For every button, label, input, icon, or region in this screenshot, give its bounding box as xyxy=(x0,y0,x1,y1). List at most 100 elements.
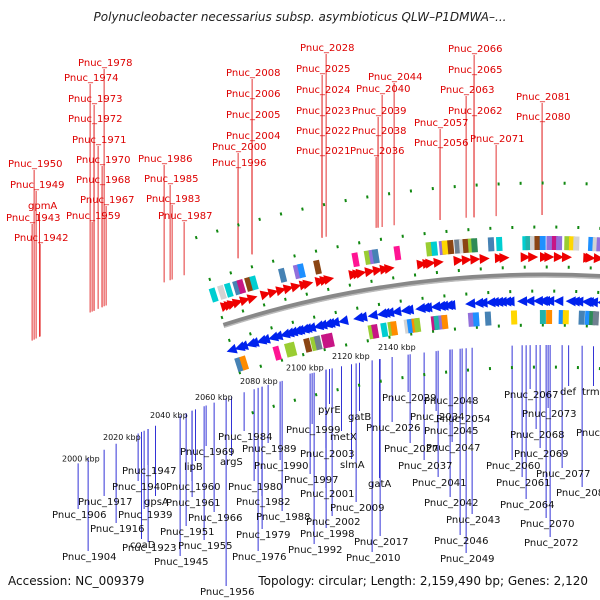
reverse-cog-block xyxy=(539,309,546,325)
map-title: Polynucleobacter necessarius subsp. asym… xyxy=(93,10,507,24)
forward-gene-arrow xyxy=(544,251,555,262)
reverse-gene-label: Pnuc_2067 xyxy=(504,390,558,401)
reverse-gene-label: Pnuc_1999 xyxy=(286,425,340,436)
reverse-gene-label: metX xyxy=(330,432,357,443)
reverse-cog-block xyxy=(313,335,323,351)
forward-gene-arrow xyxy=(238,296,250,307)
reverse-gene-label: Pnuc_2002 xyxy=(306,517,360,528)
forward-gene-label: Pnuc_1949 xyxy=(10,180,64,191)
reverse-gene-label: Pnuc_1969 xyxy=(180,447,234,458)
accession-text: Accession: NC_009379 xyxy=(8,574,145,588)
forward-cog-block xyxy=(277,267,288,283)
forward-gene-label: Pnuc_1970 xyxy=(76,155,130,166)
backbone xyxy=(222,272,600,329)
reverse-cog-block xyxy=(592,311,600,326)
forward-gene-arrow xyxy=(290,282,302,293)
forward-gene-label: Pnuc_2005 xyxy=(226,110,280,121)
forward-gene-arrow xyxy=(561,252,572,263)
reverse-gene-label: Pnuc_2048 xyxy=(424,396,478,407)
reverse-gene-label: Pnuc_1945 xyxy=(154,557,208,568)
gene-labels: Pnuc_1978 Pnuc_1974 Pnuc_1973 Pnuc_1972 Pnuc… xyxy=(6,43,600,598)
forward-cog-block xyxy=(223,282,234,298)
forward-gene-label: Pnuc_1974 xyxy=(64,73,118,84)
reverse-gene-label: Pnuc_2042 xyxy=(424,498,478,509)
forward-gene-arrow xyxy=(528,252,539,263)
forward-gene-label: Pnuc_2022 xyxy=(296,126,350,137)
reverse-gene-arrow xyxy=(294,324,306,335)
forward-gene-label: Pnuc_2044 xyxy=(368,72,422,83)
reverse-gene-arrow xyxy=(465,298,476,309)
forward-cog-block xyxy=(393,245,402,261)
forward-gene-label: Pnuc_2021 xyxy=(296,146,350,157)
forward-gene-label: Pnuc_2062 xyxy=(448,106,502,117)
forward-gene-arrow xyxy=(267,288,279,299)
reverse-gene-label: Pnuc_1988 xyxy=(256,512,310,523)
reverse-gene-arrow xyxy=(383,307,395,318)
reverse-gene-label: Pnuc_2034 xyxy=(410,412,464,423)
reverse-cog-block xyxy=(303,337,313,353)
reverse-gene-label: Pnuc_2003 xyxy=(300,449,354,460)
reverse-gene-label: Pnuc_1997 xyxy=(284,475,338,486)
forward-gene-label: Pnuc_1972 xyxy=(68,114,122,125)
forward-gene-arrow xyxy=(479,253,490,264)
reverse-gene-label: Pnuc_1955 xyxy=(178,541,232,552)
reverse-cog-block xyxy=(326,332,335,348)
reverse-gene-arrow xyxy=(477,297,488,308)
reverse-gene-label: Pnuc_1982 xyxy=(236,497,290,508)
forward-cog-block xyxy=(546,235,553,251)
reverse-gene-label: Pnuc_2049 xyxy=(440,554,494,565)
reverse-gene-arrow xyxy=(259,333,271,344)
forward-cog-block xyxy=(208,287,219,303)
reverse-gene-label: Pnuc_1906 xyxy=(52,510,106,521)
forward-gene-label: Pnuc_1942 xyxy=(14,233,68,244)
forward-cog-block xyxy=(564,236,571,251)
scale-tick-label: 2080 kbp xyxy=(240,377,278,386)
forward-gene-arrow xyxy=(259,290,271,301)
forward-gene-arrow xyxy=(425,258,436,269)
scale-tick-label: 2140 kbp xyxy=(378,343,416,352)
reverse-gene-arrow xyxy=(317,319,328,330)
reverse-gene-label: Pnuc_2041 xyxy=(412,478,466,489)
reverse-gene-label: gatA xyxy=(368,479,391,490)
reverse-gene-label: Pnuc_1961 xyxy=(166,498,220,509)
reverse-cog-block xyxy=(441,314,449,330)
reverse-gene-label: trmE xyxy=(582,387,600,398)
forward-gene-arrow xyxy=(433,257,444,268)
forward-gene-label: Pnuc_2023 xyxy=(296,106,350,117)
forward-cog-block xyxy=(556,236,563,251)
forward-gene-arrow xyxy=(323,275,335,285)
reverse-gene-arrow xyxy=(329,316,341,327)
forward-gene-label: Pnuc_2063 xyxy=(440,85,494,96)
scale-tick-label: 2120 kbp xyxy=(332,352,370,361)
forward-cog-block xyxy=(249,275,259,291)
reverse-cog-block xyxy=(288,341,298,357)
reverse-gene-arrow xyxy=(268,331,280,342)
forward-gene-arrow xyxy=(384,264,395,274)
reverse-gene-label: coaD xyxy=(130,540,156,551)
scale-tick-label: 2040 kbp xyxy=(150,411,188,420)
forward-cog-block xyxy=(539,235,546,251)
forward-cog-block xyxy=(371,248,380,264)
forward-gene-label: Pnuc_2066 xyxy=(448,44,502,55)
reverse-gene-arrow xyxy=(279,328,291,339)
reverse-cog-block xyxy=(578,310,585,325)
reverse-gene-arrow xyxy=(524,296,535,307)
reverse-gene-label: Pnuc_1979 xyxy=(236,530,290,541)
forward-gene-label: Pnuc_1986 xyxy=(138,154,192,165)
forward-cog-block xyxy=(441,240,449,255)
reverse-gene-arrow xyxy=(379,307,391,318)
forward-cog-block xyxy=(217,284,227,300)
forward-gene-arrow xyxy=(416,259,427,270)
reverse-cog-block xyxy=(390,321,399,336)
reverse-gene-label: Pnuc_1904 xyxy=(62,552,116,563)
reverse-gene-label: Pnuc_2017 xyxy=(354,537,408,548)
reverse-gene-label: Pnuc_1947 xyxy=(122,466,176,477)
reverse-gene-arrow xyxy=(430,301,441,312)
forward-gene-label: Pnuc_1987 xyxy=(158,211,212,222)
forward-gene-arrow xyxy=(520,252,531,263)
forward-gene-label: Pnuc_2040 xyxy=(356,84,410,95)
reverse-cog-block xyxy=(413,317,422,333)
reverse-gene-label: Pnuc_1960 xyxy=(166,482,220,493)
reverse-gene-label: def xyxy=(560,387,577,398)
reverse-gene-label: Pnuc_1992 xyxy=(288,545,342,556)
